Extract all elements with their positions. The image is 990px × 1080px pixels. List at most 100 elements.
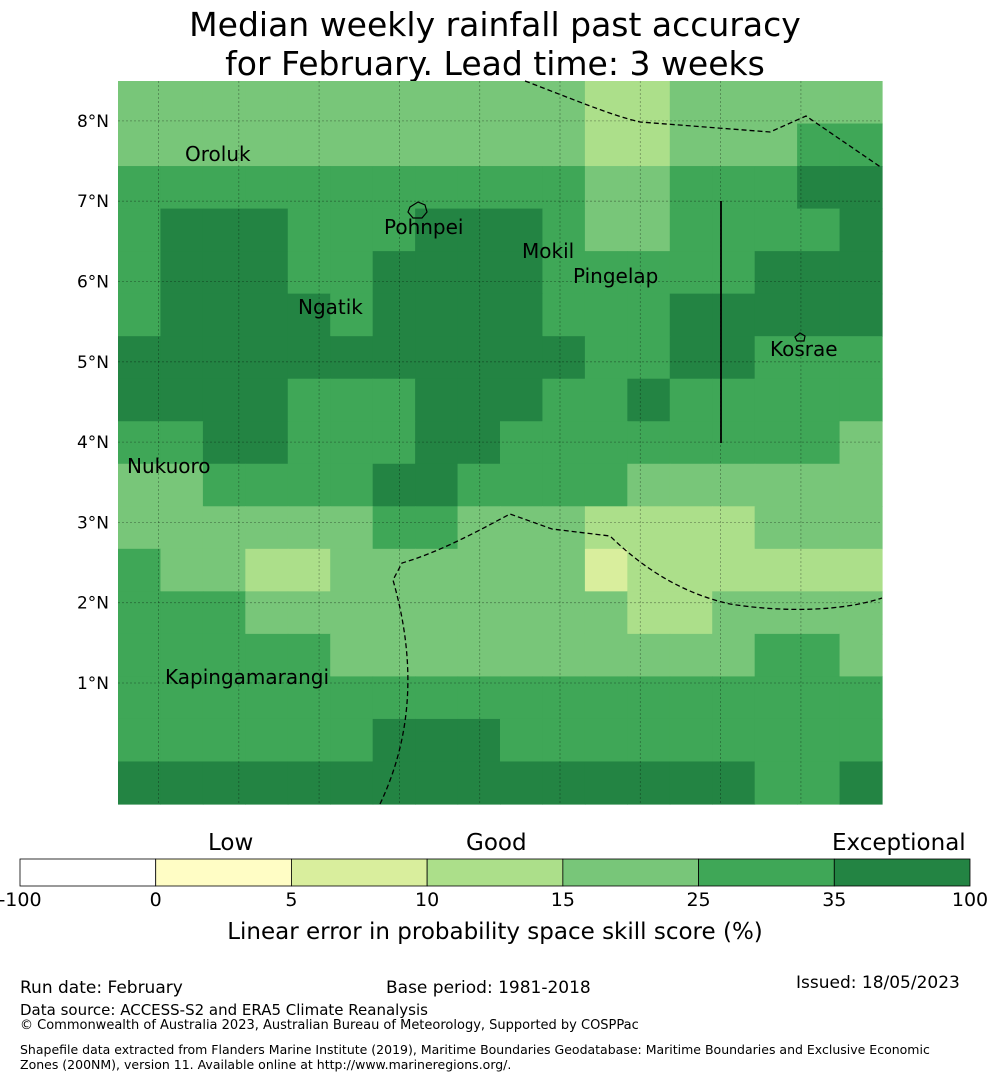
- grid-cell: [372, 506, 416, 550]
- grid-cell: [669, 336, 713, 380]
- latitude-label: 7°N: [77, 192, 109, 212]
- grid-cell: [415, 81, 459, 125]
- grid-cell: [415, 293, 459, 337]
- grid-cell: [754, 378, 798, 422]
- grid-cell: [160, 81, 204, 125]
- issued-date: Issued: 18/05/2023: [796, 973, 960, 993]
- grid-cell: [287, 506, 331, 550]
- grid-cell: [627, 633, 671, 678]
- grid-cell: [245, 293, 289, 337]
- grid-cell: [839, 293, 883, 337]
- grid-cell: [797, 591, 841, 635]
- latitude-label: 4°N: [77, 433, 109, 453]
- latitude-label: 6°N: [77, 273, 109, 293]
- colorbar-tick-label: 15: [550, 889, 575, 911]
- grid-cell: [797, 548, 841, 592]
- data-source: Data source: ACCESS-S2 and ERA5 Climate …: [20, 1001, 428, 1019]
- grid-cell: [287, 378, 331, 422]
- grid-cell: [712, 421, 756, 465]
- map-title-line-2: for February. Lead time: 3 weeks: [225, 44, 765, 83]
- grid-cell: [245, 591, 289, 635]
- grid-cell: [669, 676, 713, 720]
- grid-cell: [330, 81, 374, 125]
- grid-cell: [669, 591, 713, 635]
- grid-cell: [415, 208, 459, 252]
- grid-cell: [118, 421, 162, 465]
- grid-cell: [287, 81, 331, 125]
- grid-cell: [500, 463, 544, 507]
- grid-cell: [372, 548, 416, 592]
- grid-cell: [542, 548, 586, 592]
- grid-cell: [542, 633, 586, 678]
- grid-cell: [202, 548, 246, 592]
- grid-cell: [118, 548, 162, 592]
- grid-cell: [245, 718, 289, 763]
- grid-cell: [584, 378, 628, 422]
- grid-cell: [118, 123, 162, 167]
- colorbar-tick-label: 35: [822, 889, 847, 911]
- grid-cell: [542, 208, 586, 252]
- colorbar-tick-label: 0: [149, 889, 162, 911]
- grid-cell: [245, 378, 289, 422]
- grid-cell: [415, 718, 459, 763]
- grid-cell: [500, 208, 544, 252]
- grid-cell: [797, 761, 841, 805]
- grid-cell: [712, 761, 756, 805]
- grid-cell: [669, 548, 713, 592]
- colorbar-segment: [426, 858, 564, 887]
- grid-cell: [330, 251, 374, 295]
- colorbar-segment: [155, 858, 292, 887]
- grid-cell: [542, 123, 586, 167]
- grid-cell: [712, 166, 756, 210]
- grid-cell: [500, 761, 544, 805]
- grid-cell: [797, 123, 841, 167]
- colorbar-segment: [562, 858, 699, 887]
- grid-cell: [372, 591, 416, 635]
- grid-cell: [330, 123, 374, 167]
- grid-cell: [202, 378, 246, 422]
- grid-cell: [797, 166, 841, 210]
- grid-cell: [415, 336, 459, 380]
- pohnpei-island: [407, 201, 428, 219]
- grid-cell: [797, 421, 841, 465]
- latitude-label: 1°N: [77, 674, 109, 694]
- grid-cell: [457, 123, 501, 167]
- grid-cell: [415, 761, 459, 805]
- grid-cell: [797, 676, 841, 720]
- grid-cell: [287, 633, 331, 678]
- grid-cell: [584, 81, 628, 125]
- grid-cell: [627, 548, 671, 592]
- grid-cell: [118, 761, 162, 805]
- grid-cell: [584, 718, 628, 763]
- grid-cell: [669, 633, 713, 678]
- colorbar-tick-label: 100: [951, 889, 989, 911]
- grid-cell: [627, 591, 671, 635]
- grid-cell: [287, 761, 331, 805]
- grid-cell: [372, 336, 416, 380]
- grid-cell: [627, 336, 671, 380]
- grid-cell: [372, 208, 416, 252]
- grid-cell: [118, 591, 162, 635]
- grid-cell: [202, 81, 246, 125]
- grid-cell: [202, 123, 246, 167]
- grid-cell: [754, 421, 798, 465]
- grid-cell: [330, 506, 374, 550]
- latitude-label: 3°N: [77, 513, 109, 533]
- grid-cell: [500, 718, 544, 763]
- grid-cell: [542, 421, 586, 465]
- grid-cell: [457, 336, 501, 380]
- latitude-label: 5°N: [77, 353, 109, 373]
- grid-cell: [542, 166, 586, 210]
- grid-cell: [287, 123, 331, 167]
- grid-cell: [245, 463, 289, 507]
- grid-cell: [839, 378, 883, 422]
- grid-cell: [457, 633, 501, 678]
- grid-cell: [542, 293, 586, 337]
- grid-cell: [415, 378, 459, 422]
- grid-cell: [500, 378, 544, 422]
- grid-cell: [245, 208, 289, 252]
- place-label-pingelap: Pingelap: [573, 264, 658, 288]
- grid-cell: [202, 463, 246, 507]
- grid-cell: [500, 548, 544, 592]
